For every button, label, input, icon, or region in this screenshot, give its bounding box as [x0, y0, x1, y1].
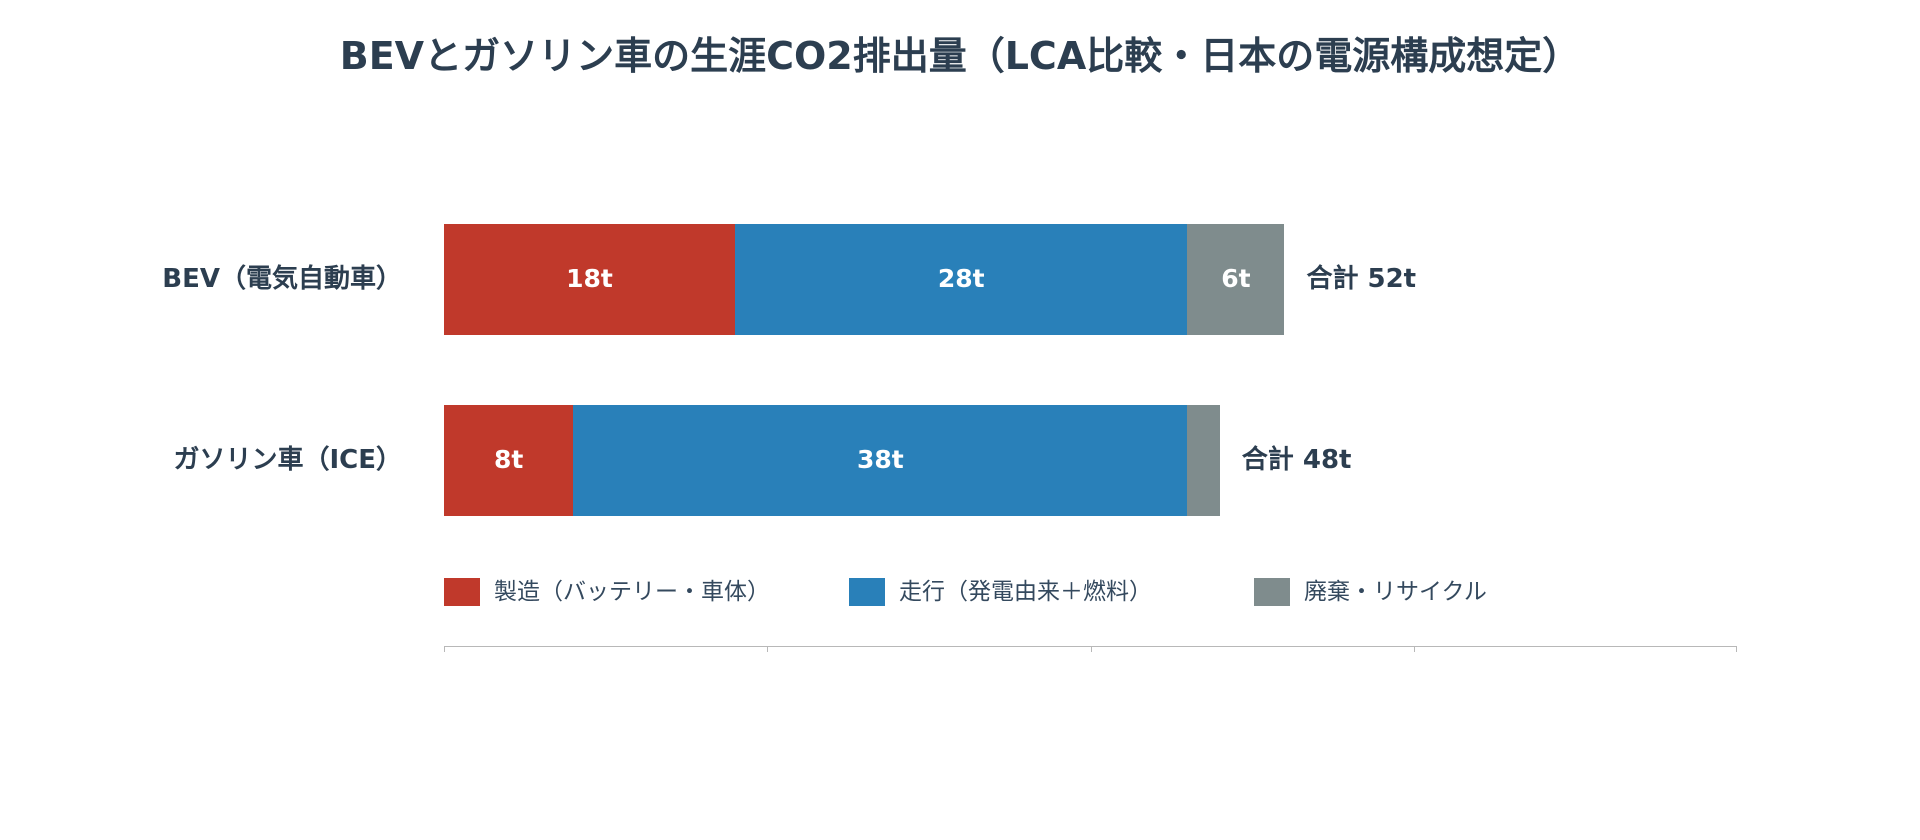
legend-label-manufacturing: 製造（バッテリー・車体） [494, 579, 770, 605]
x-axis-tick [444, 646, 445, 652]
x-axis-tick [1736, 646, 1737, 652]
bar-segment-ice-driving [573, 404, 1188, 516]
total-label-ice: 合計 48t [1241, 445, 1352, 475]
data-label-bev-manufacturing: 18t [566, 264, 613, 293]
data-label-bev-disposal: 6t [1221, 264, 1251, 293]
bar-segment-bev-manufacturing [444, 223, 735, 335]
legend-swatch-manufacturing [444, 578, 480, 606]
legend-label-disposal: 廃棄・リサイクル [1304, 579, 1487, 605]
data-label-bev-driving: 28t [937, 264, 985, 293]
category-label-ice: ガソリン車（ICE） [173, 445, 402, 475]
bar-segment-ice-manufacturing [444, 404, 574, 516]
bar-segment-bev-disposal [1187, 223, 1285, 335]
legend-item-driving: 走行（発電由来＋燃料） [849, 577, 1152, 607]
data-label-ice-manufacturing: 8t [493, 445, 524, 474]
data-label-ice-driving: 38t [857, 445, 904, 474]
legend-item-manufacturing: 製造（バッテリー・車体） [444, 577, 770, 607]
x-axis-tick [767, 646, 769, 652]
legend-label-driving: 走行（発電由来＋燃料） [899, 579, 1152, 605]
legend-swatch-driving [849, 578, 885, 606]
bar-segment-bev-driving [734, 223, 1188, 335]
x-axis-tick [1090, 646, 1092, 652]
legend-swatch-disposal [1254, 578, 1290, 606]
bar-segment-ice-disposal [1187, 404, 1220, 516]
category-label-bev: BEV（電気自動車） [162, 264, 402, 294]
x-axis-tick [1413, 646, 1415, 652]
chart-title: BEVとガソリン車の生涯CO2排出量（LCA比較・日本の電源構成想定） [339, 34, 1581, 78]
total-label-bev: 合計 52t [1306, 264, 1417, 294]
legend-item-disposal: 廃棄・リサイクル [1254, 577, 1487, 607]
